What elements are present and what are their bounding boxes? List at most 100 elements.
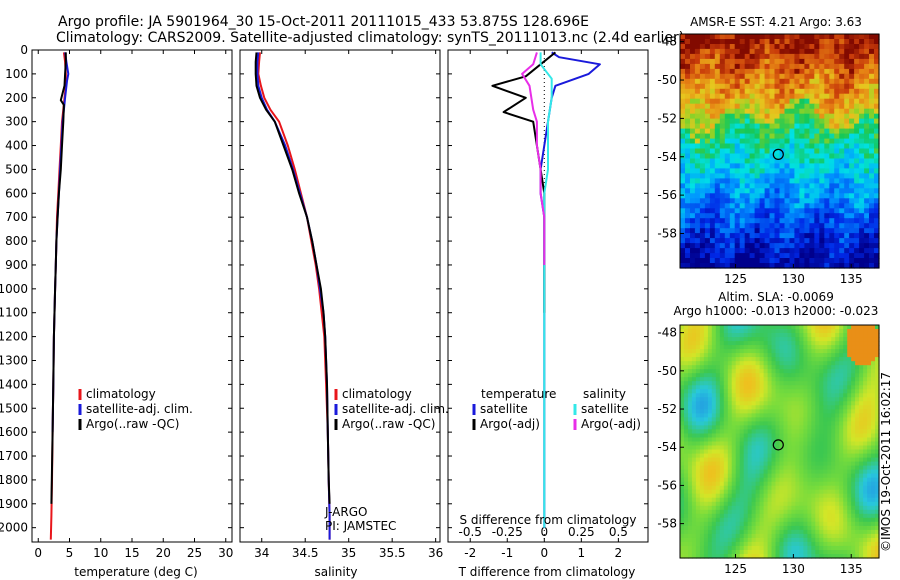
map-cell xyxy=(874,108,880,115)
map-cell xyxy=(764,213,771,219)
map-cell xyxy=(709,153,716,160)
map-cell xyxy=(755,341,761,346)
map-cell xyxy=(803,373,808,378)
map-cell xyxy=(784,88,791,95)
map-cell xyxy=(867,545,872,551)
map-cell xyxy=(735,389,741,394)
y-tick-label: 1100 xyxy=(0,306,28,320)
map-cell xyxy=(871,329,876,334)
map-cell xyxy=(759,198,766,204)
map-cell xyxy=(694,88,701,95)
map-cell xyxy=(819,53,825,60)
map-cell xyxy=(811,550,816,555)
map-cell xyxy=(719,429,725,434)
map-cell xyxy=(859,417,864,422)
map-cell xyxy=(864,223,870,229)
map-cell xyxy=(855,333,860,338)
map-cell xyxy=(779,461,785,467)
map-cell xyxy=(763,481,769,487)
map-cell xyxy=(688,457,693,463)
map-cell xyxy=(819,113,825,120)
y-tick-label: 1600 xyxy=(0,425,28,439)
map-cell xyxy=(804,108,810,115)
map-cell xyxy=(719,218,726,224)
map-cell xyxy=(867,521,872,527)
y-tick-label: 1800 xyxy=(0,473,28,487)
map-cell xyxy=(714,163,721,169)
map-cell xyxy=(859,138,865,145)
map-cell xyxy=(874,73,880,80)
map-cell xyxy=(695,473,701,479)
map-cell xyxy=(789,73,796,80)
map-cell xyxy=(703,341,709,346)
map-cell xyxy=(680,397,685,402)
map-cell xyxy=(690,223,696,229)
map-cell xyxy=(707,465,713,471)
map-cell xyxy=(699,98,706,105)
map-cell xyxy=(688,505,693,511)
map-cell xyxy=(731,505,737,511)
map-cell xyxy=(751,393,757,398)
map-cell xyxy=(680,68,686,75)
map-cell xyxy=(834,73,840,80)
map-cell xyxy=(779,128,786,135)
map-cell xyxy=(803,437,808,443)
map-cell xyxy=(799,393,804,398)
map-cell xyxy=(774,73,781,80)
map-cell xyxy=(723,461,729,467)
map-cell xyxy=(834,238,840,244)
map-cell xyxy=(774,158,781,165)
map-cell xyxy=(843,405,848,410)
map-cell xyxy=(843,517,848,523)
map-cell xyxy=(843,345,848,350)
map-cell xyxy=(695,357,701,362)
map-cell xyxy=(709,108,716,115)
map-cell xyxy=(769,248,776,254)
map-cell xyxy=(759,357,765,362)
map-cell xyxy=(855,425,860,430)
map-cell xyxy=(680,501,685,507)
map-cell xyxy=(719,369,725,374)
map-cell xyxy=(829,198,835,204)
map-cell xyxy=(739,203,746,209)
map-cell xyxy=(755,465,761,471)
map-cell xyxy=(699,525,705,531)
map-cell xyxy=(784,168,791,174)
map-cell xyxy=(831,365,836,370)
map-cell xyxy=(727,357,733,362)
map-cell xyxy=(794,78,800,85)
map-cell xyxy=(843,485,848,491)
map-cell xyxy=(763,333,769,338)
map-cell xyxy=(764,208,771,214)
map-cell xyxy=(863,409,868,414)
map-cell xyxy=(767,441,773,447)
map-cell xyxy=(799,457,804,463)
map-cell xyxy=(835,497,840,503)
map-cell xyxy=(715,405,721,410)
map-cell xyxy=(809,168,815,174)
map-cell xyxy=(771,401,777,406)
map-cell xyxy=(684,433,689,439)
map-cell xyxy=(831,421,836,426)
map-cell xyxy=(795,433,800,439)
map-cell xyxy=(864,138,870,145)
map-cell xyxy=(759,88,766,95)
map-cell xyxy=(754,108,761,115)
map-cell xyxy=(795,497,800,503)
map-cell xyxy=(804,153,810,160)
map-cell xyxy=(874,68,880,75)
map-cell xyxy=(855,393,860,398)
map-cell xyxy=(779,329,785,334)
map-cell xyxy=(819,138,825,145)
map-cell xyxy=(811,533,816,539)
map-cell xyxy=(851,493,856,499)
map-cell xyxy=(735,429,741,434)
map-cell xyxy=(744,178,751,184)
map-cell xyxy=(867,485,872,491)
map-cell xyxy=(734,39,741,45)
map-cell xyxy=(755,461,761,467)
map-cell xyxy=(799,58,805,65)
map-cell xyxy=(715,369,721,374)
map-cell xyxy=(807,409,812,414)
map-cell xyxy=(751,493,757,499)
